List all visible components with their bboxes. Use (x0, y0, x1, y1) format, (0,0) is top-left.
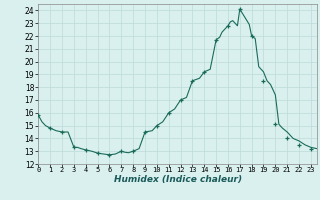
X-axis label: Humidex (Indice chaleur): Humidex (Indice chaleur) (114, 175, 242, 184)
